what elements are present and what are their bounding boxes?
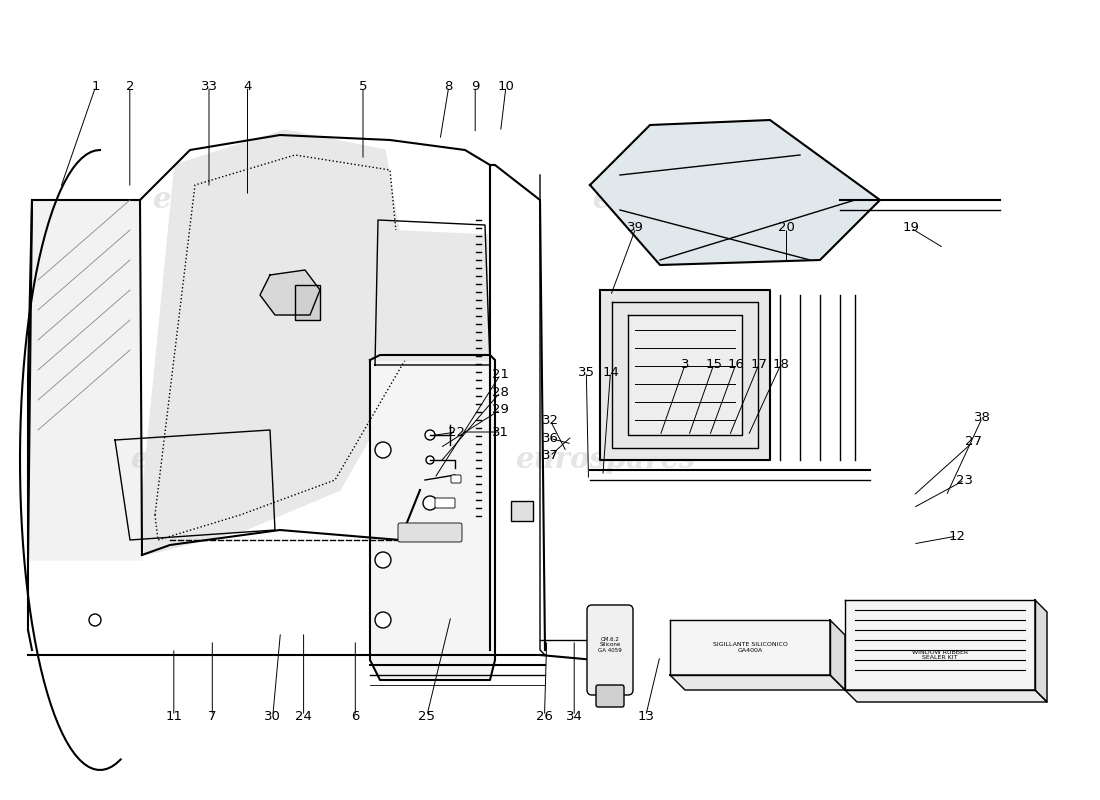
Text: WINDOW RUBBER
SEALER KIT: WINDOW RUBBER SEALER KIT xyxy=(912,650,968,661)
Polygon shape xyxy=(370,355,495,680)
Text: 14: 14 xyxy=(602,366,619,378)
Text: 21: 21 xyxy=(492,368,509,381)
Polygon shape xyxy=(670,620,830,675)
Text: 34: 34 xyxy=(565,710,583,722)
Text: 28: 28 xyxy=(492,386,509,398)
Text: 7: 7 xyxy=(208,710,217,722)
Polygon shape xyxy=(1035,600,1047,702)
FancyBboxPatch shape xyxy=(398,523,462,542)
Text: eurospares: eurospares xyxy=(515,446,695,474)
Polygon shape xyxy=(260,270,320,315)
Text: 30: 30 xyxy=(264,710,282,722)
Circle shape xyxy=(375,552,390,568)
Text: 39: 39 xyxy=(627,222,645,234)
Text: CM.6.2
Silicone
GA 4059: CM.6.2 Silicone GA 4059 xyxy=(598,637,622,654)
Text: 9: 9 xyxy=(471,80,480,93)
Text: 16: 16 xyxy=(727,358,745,370)
FancyBboxPatch shape xyxy=(451,475,461,483)
Polygon shape xyxy=(28,200,142,560)
Text: 2: 2 xyxy=(125,80,134,93)
Text: eurospares: eurospares xyxy=(152,186,332,214)
FancyBboxPatch shape xyxy=(587,605,632,695)
Polygon shape xyxy=(590,120,880,265)
FancyBboxPatch shape xyxy=(512,501,534,521)
Polygon shape xyxy=(378,230,488,360)
Circle shape xyxy=(426,456,434,464)
FancyBboxPatch shape xyxy=(596,685,624,707)
Text: 5: 5 xyxy=(359,80,367,93)
Bar xyxy=(295,285,320,320)
Circle shape xyxy=(425,430,435,440)
Polygon shape xyxy=(845,600,1035,690)
Polygon shape xyxy=(140,130,420,555)
Text: 10: 10 xyxy=(497,80,515,93)
Text: 27: 27 xyxy=(965,435,982,448)
Text: 22: 22 xyxy=(448,426,465,438)
Text: 26: 26 xyxy=(536,710,553,722)
Circle shape xyxy=(375,612,390,628)
Text: 25: 25 xyxy=(418,710,436,722)
Text: 32: 32 xyxy=(541,414,559,426)
Text: 33: 33 xyxy=(200,80,218,93)
Text: 36: 36 xyxy=(541,432,559,445)
Polygon shape xyxy=(845,690,1047,702)
Polygon shape xyxy=(830,620,845,690)
Text: 15: 15 xyxy=(705,358,723,370)
Text: 35: 35 xyxy=(578,366,595,378)
Text: 19: 19 xyxy=(902,222,920,234)
Text: 6: 6 xyxy=(351,710,360,722)
Text: 4: 4 xyxy=(243,80,252,93)
Circle shape xyxy=(424,496,437,510)
Text: 1: 1 xyxy=(91,80,100,93)
Text: 23: 23 xyxy=(956,474,974,486)
Text: 29: 29 xyxy=(492,403,509,416)
Text: eurospares: eurospares xyxy=(130,446,310,474)
Circle shape xyxy=(89,614,101,626)
Text: 11: 11 xyxy=(165,710,183,722)
Text: 38: 38 xyxy=(974,411,991,424)
Text: SIGILLANTE SILICONICO
GA400A: SIGILLANTE SILICONICO GA400A xyxy=(713,642,788,653)
Text: 31: 31 xyxy=(492,426,509,438)
Circle shape xyxy=(375,442,390,458)
Text: 18: 18 xyxy=(772,358,790,370)
Text: 12: 12 xyxy=(948,530,966,542)
Polygon shape xyxy=(600,290,770,460)
Text: 37: 37 xyxy=(541,450,559,462)
Text: 24: 24 xyxy=(295,710,312,722)
FancyBboxPatch shape xyxy=(434,498,455,508)
Text: 13: 13 xyxy=(637,710,654,722)
Polygon shape xyxy=(628,315,742,435)
Text: 8: 8 xyxy=(444,80,453,93)
Polygon shape xyxy=(670,675,845,690)
Text: 3: 3 xyxy=(681,358,690,370)
Text: eurospares: eurospares xyxy=(592,186,772,214)
Text: 17: 17 xyxy=(750,358,768,370)
Text: 20: 20 xyxy=(778,222,795,234)
